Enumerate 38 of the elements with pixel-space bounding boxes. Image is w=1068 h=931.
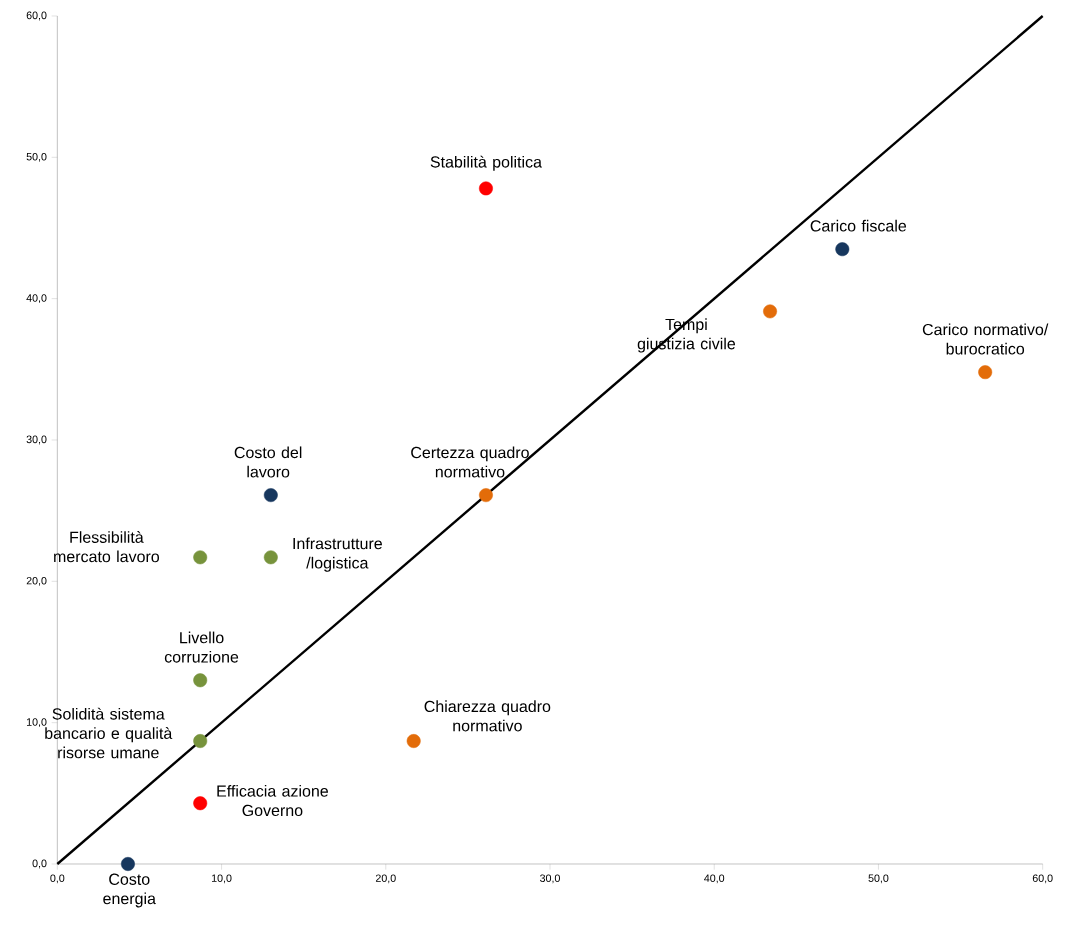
y-tick-label: 30,0 <box>26 435 47 445</box>
annotation: Chiarezza quadro normativo <box>424 700 551 732</box>
y-tick-label: 10,0 <box>26 718 47 728</box>
y-tick-label: 60,0 <box>26 11 47 21</box>
point <box>193 673 208 688</box>
x-tick-label: 50,0 <box>868 874 889 884</box>
x-tick-label: 10,0 <box>211 874 232 884</box>
x-tick-label: 40,0 <box>704 874 725 884</box>
y-tick-label: 20,0 <box>26 577 47 586</box>
point <box>263 488 278 503</box>
annotation: Certezza quadro normativo <box>411 446 529 478</box>
y-tick-label: 50,0 <box>26 153 47 162</box>
point <box>193 550 208 565</box>
point <box>763 304 777 319</box>
point <box>193 796 208 811</box>
annotation: Stabilità politica <box>430 155 542 171</box>
annotation: Costo del lavoro <box>234 446 302 478</box>
point <box>263 550 278 565</box>
y-tick-label: 40,0 <box>26 294 47 304</box>
point <box>406 734 421 749</box>
x-tick-label: 20,0 <box>375 874 396 884</box>
annotation: Costo energia <box>103 873 156 908</box>
point <box>978 365 993 380</box>
annotation: Flessibilità mercato lavoro <box>54 531 160 563</box>
annotation: Carico normativo/ burocratico <box>922 323 1049 355</box>
annotation: Infrastrutture /logistica <box>293 537 382 572</box>
x-tick-label: 60,0 <box>1032 874 1053 884</box>
point <box>479 181 493 196</box>
point <box>835 242 850 257</box>
point <box>121 857 135 872</box>
y-tick-label: 0,0 <box>32 859 47 869</box>
point <box>479 488 493 503</box>
annotation: Efficacia azione Governo <box>217 785 328 817</box>
point <box>193 734 208 749</box>
x-tick-label: 30,0 <box>540 874 560 884</box>
annotation: Livello corruzione <box>164 631 239 663</box>
x-tick-label: 0,0 <box>50 874 65 884</box>
annotation: Carico fiscale <box>810 220 907 232</box>
